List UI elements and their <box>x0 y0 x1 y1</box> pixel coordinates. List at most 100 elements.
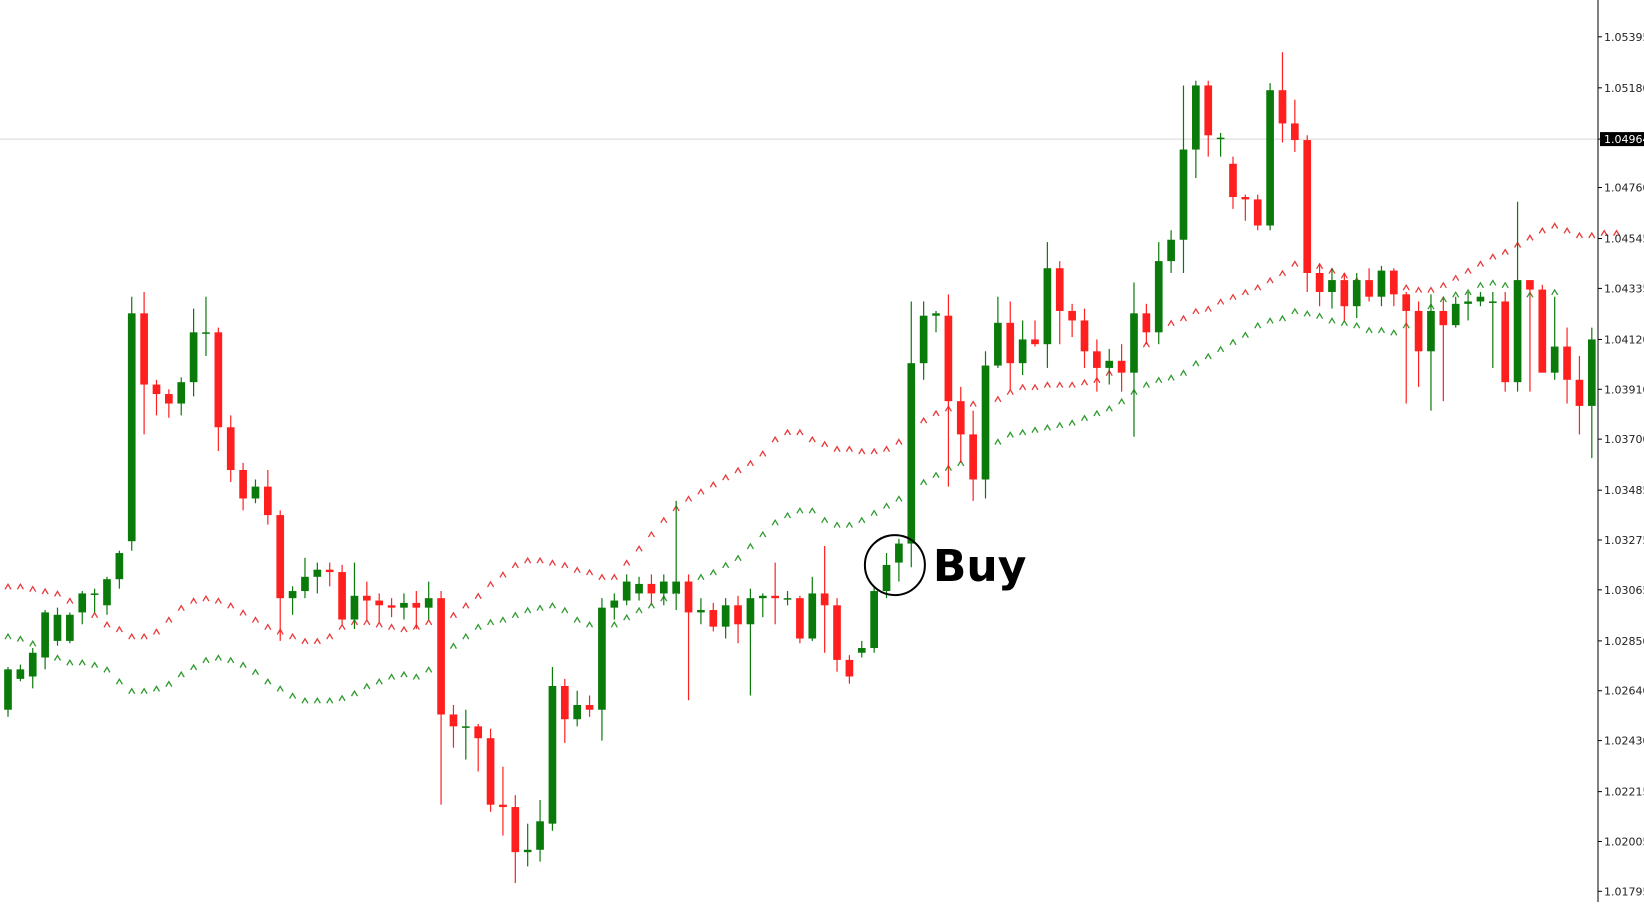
upper-band-marker <box>1229 293 1237 301</box>
candle-body <box>833 605 841 660</box>
candle-body <box>437 598 445 715</box>
candle-body <box>796 598 804 639</box>
candle-body <box>1402 294 1411 311</box>
candle-body <box>474 726 483 739</box>
upper-band-marker <box>338 623 346 630</box>
upper-band-marker <box>895 438 903 445</box>
candle-body <box>362 595 371 601</box>
upper-band-marker <box>1563 226 1571 234</box>
lower-band-marker <box>1204 352 1212 360</box>
candle-body <box>449 714 458 727</box>
candle <box>1414 301 1423 387</box>
candle-body <box>1464 301 1472 304</box>
price-axis: 1.05395 1.05180 1.04964 1.04760 1.04545 1.043… <box>1597 0 1644 902</box>
candle-body <box>288 591 297 599</box>
candle <box>1501 291 1510 392</box>
candle-body <box>264 486 272 516</box>
upper-band-marker <box>1613 229 1621 236</box>
candle-body <box>1278 90 1287 124</box>
lower-band-marker <box>1179 369 1188 377</box>
candle <box>239 462 247 511</box>
candle-body <box>944 315 953 402</box>
lower-band-marker <box>177 670 185 678</box>
candle <box>1439 296 1448 402</box>
candle <box>709 602 718 632</box>
upper-band-marker <box>845 445 853 452</box>
upper-band-marker <box>561 561 569 569</box>
candle-body <box>1488 301 1497 303</box>
price-tick-label: 1.02850 <box>1604 635 1644 648</box>
lower-band-marker <box>1105 405 1113 412</box>
upper-band-marker <box>313 637 321 645</box>
lower-band-marker <box>796 507 804 514</box>
upper-band-marker <box>746 459 754 467</box>
upper-band-marker <box>585 568 594 576</box>
upper-band-marker <box>1452 274 1460 282</box>
candle-body <box>226 427 235 470</box>
candle <box>66 612 74 644</box>
candle <box>1229 156 1237 209</box>
candle <box>994 296 1002 368</box>
candle <box>90 588 99 613</box>
lower-band-marker <box>264 677 272 685</box>
lower-band-marker <box>140 687 148 695</box>
candle-body <box>78 593 87 613</box>
candle <box>1538 284 1547 373</box>
candle-body <box>140 313 148 385</box>
lower-band-marker <box>53 654 62 661</box>
candle-body <box>1006 322 1015 364</box>
price-tick-label: 1.04120 <box>1604 333 1644 346</box>
upper-band-marker <box>870 447 878 455</box>
candle-body <box>1390 270 1398 295</box>
candle-body <box>734 605 742 625</box>
lower-band-marker <box>487 618 495 626</box>
candle <box>1377 265 1386 307</box>
candle <box>1550 296 1559 380</box>
upper-band-marker <box>783 428 792 436</box>
candle <box>1587 327 1596 459</box>
candle <box>362 581 371 620</box>
lower-band-marker <box>709 568 717 576</box>
upper-band-marker <box>1575 231 1583 239</box>
lower-band-marker <box>1006 431 1014 438</box>
upper-band-marker <box>1489 253 1497 260</box>
lower-band-marker <box>511 611 519 619</box>
upper-band-marker <box>1192 307 1200 315</box>
lower-band-marker <box>1118 397 1126 405</box>
lower-band-marker <box>400 670 408 678</box>
upper-band-marker <box>4 583 12 590</box>
candle <box>1365 268 1373 302</box>
candle <box>598 598 606 741</box>
candle <box>1303 135 1312 292</box>
candle-body <box>573 704 582 720</box>
lower-band-marker <box>1291 307 1299 315</box>
candle-body <box>424 598 433 608</box>
candle-body <box>1365 280 1373 297</box>
candle <box>375 593 384 622</box>
upper-band-marker <box>1031 383 1039 391</box>
lower-band-marker <box>746 542 754 550</box>
lower-band-marker <box>1043 423 1051 431</box>
upper-band-marker <box>994 395 1002 403</box>
candle-body <box>1192 85 1200 150</box>
price-tick-label: 1.01795 <box>1604 885 1644 898</box>
candles-layer <box>4 52 1596 884</box>
upper-band-marker <box>858 447 866 455</box>
candle-body <box>1291 123 1299 141</box>
candle <box>845 655 854 684</box>
lower-band-marker <box>1501 281 1509 289</box>
candle-body <box>1068 310 1076 321</box>
candle <box>1216 132 1225 157</box>
upper-band-marker <box>1464 267 1472 274</box>
lower-band-marker <box>78 658 86 666</box>
candle-body <box>1093 351 1101 368</box>
candle <box>449 704 458 748</box>
upper-band-marker <box>635 545 643 552</box>
upper-band-marker <box>140 632 148 640</box>
candle <box>28 648 37 689</box>
upper-band-marker <box>251 616 260 623</box>
candle <box>1451 296 1460 328</box>
candle <box>350 562 359 630</box>
lower-band-marker <box>326 696 334 704</box>
candle <box>400 593 408 620</box>
